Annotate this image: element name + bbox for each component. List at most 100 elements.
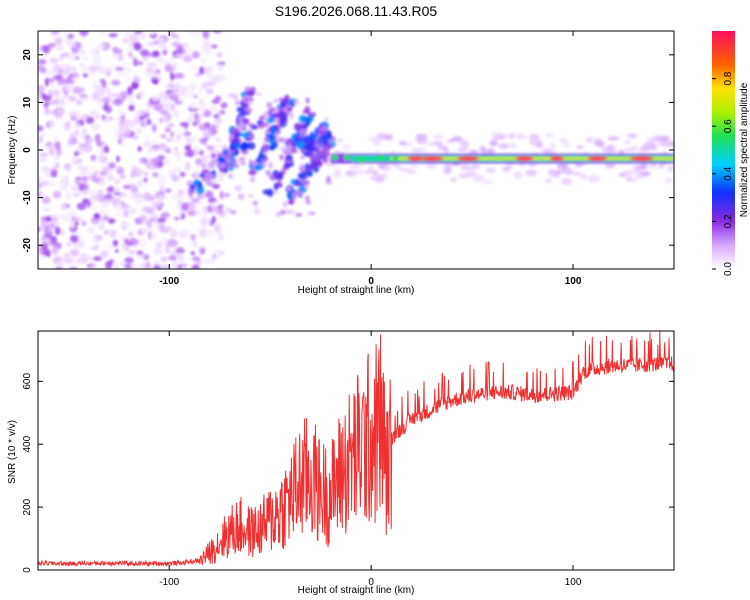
band-halo — [345, 169, 355, 176]
noise-blob — [60, 230, 66, 236]
band-start-blob — [343, 154, 350, 161]
noise-blob — [114, 66, 124, 72]
faint-blob — [309, 211, 316, 216]
band-halo — [508, 133, 515, 139]
noise-blob — [149, 139, 158, 145]
noise-blob — [205, 181, 214, 187]
noise-blob — [190, 136, 197, 143]
streak-blob — [320, 125, 328, 132]
band-halo — [555, 169, 563, 175]
faint-blob — [192, 120, 199, 127]
streak-blob — [305, 162, 310, 170]
noise-blob — [100, 96, 111, 102]
noise-blob — [39, 152, 49, 157]
noise-blob — [201, 211, 210, 217]
noise-blob — [57, 100, 67, 107]
noise-blob — [47, 70, 58, 75]
streak-blob — [218, 162, 227, 169]
noise-blob — [99, 250, 109, 258]
band-halo — [618, 172, 626, 178]
streak-blob — [267, 138, 276, 144]
band-halo — [450, 176, 457, 183]
faint-blob — [275, 211, 282, 217]
noise-blob — [107, 218, 116, 224]
noise-blob — [121, 203, 130, 210]
noise-blob — [89, 47, 95, 56]
noise-blob — [112, 98, 123, 106]
noise-blob — [119, 90, 129, 99]
faint-blob — [252, 200, 259, 205]
noise-blob — [127, 52, 133, 57]
noise-blob — [97, 101, 104, 108]
noise-blob — [117, 121, 127, 130]
faint-blob — [286, 186, 292, 192]
noise-blob — [190, 251, 196, 256]
faint-blob — [219, 109, 226, 115]
noise-blob — [90, 122, 100, 131]
noise-blob — [83, 54, 89, 61]
faint-blob — [280, 209, 286, 215]
streak-blob — [286, 143, 293, 151]
band-halo — [643, 142, 655, 150]
faint-blob — [232, 129, 241, 135]
spectrogram-x-label: Height of straight line (km) — [298, 285, 415, 296]
streak-blob — [295, 190, 303, 196]
noise-blob — [73, 122, 81, 130]
noise-blob — [53, 155, 60, 161]
noise-blob — [73, 71, 79, 80]
noise-blob — [177, 156, 182, 161]
faint-blob — [210, 158, 216, 163]
noise-blob — [166, 101, 173, 109]
y-tick-label: -10 — [22, 190, 33, 205]
faint-blob — [280, 137, 287, 143]
noise-blob — [63, 253, 70, 258]
faint-blob — [273, 99, 278, 103]
noise-blob — [40, 132, 48, 137]
noise-blob — [57, 105, 66, 115]
noise-blob — [50, 31, 60, 36]
noise-blob — [172, 87, 179, 94]
noise-blob — [69, 111, 77, 117]
noise-blob — [189, 83, 198, 90]
band-halo — [481, 178, 493, 185]
faint-blob — [226, 148, 232, 155]
noise-blob — [125, 76, 131, 82]
y-tick-label: 10 — [22, 96, 33, 108]
streak-blob — [238, 109, 247, 114]
faint-blob — [300, 155, 306, 160]
noise-blob — [50, 99, 61, 105]
band-halo — [416, 133, 428, 140]
faint-blob — [260, 157, 268, 164]
noise-blob — [117, 133, 127, 140]
noise-blob — [143, 171, 149, 177]
noise-blob — [113, 264, 120, 269]
noise-blob — [184, 47, 193, 55]
faint-blob — [187, 203, 196, 210]
noise-blob — [199, 247, 206, 255]
streak-blob — [269, 144, 275, 151]
colorbar-ticks: 0.0 0.2 0.4 0.6 0.8 — [712, 71, 734, 276]
noise-blob — [70, 185, 80, 192]
noise-blob — [79, 252, 89, 259]
noise-blob — [145, 135, 150, 141]
noise-blob — [147, 41, 156, 47]
noise-blob — [88, 188, 95, 198]
noise-blob — [74, 129, 79, 136]
noise-blob — [66, 42, 77, 48]
faint-blob — [324, 116, 329, 122]
faint-blob — [248, 193, 254, 198]
colorbar-gradient — [712, 31, 735, 269]
faint-blob — [282, 200, 288, 208]
noise-blob — [204, 190, 214, 199]
band-halo — [485, 167, 497, 174]
noise-blob — [157, 154, 165, 161]
x-tick-label: 100 — [565, 276, 582, 287]
noise-blob — [180, 202, 189, 212]
noise-blob — [120, 220, 129, 229]
band-hotspot — [629, 156, 654, 161]
faint-blob — [228, 135, 234, 142]
noise-blob — [154, 156, 160, 164]
noise-blob — [93, 47, 101, 56]
faint-blob — [214, 95, 222, 101]
